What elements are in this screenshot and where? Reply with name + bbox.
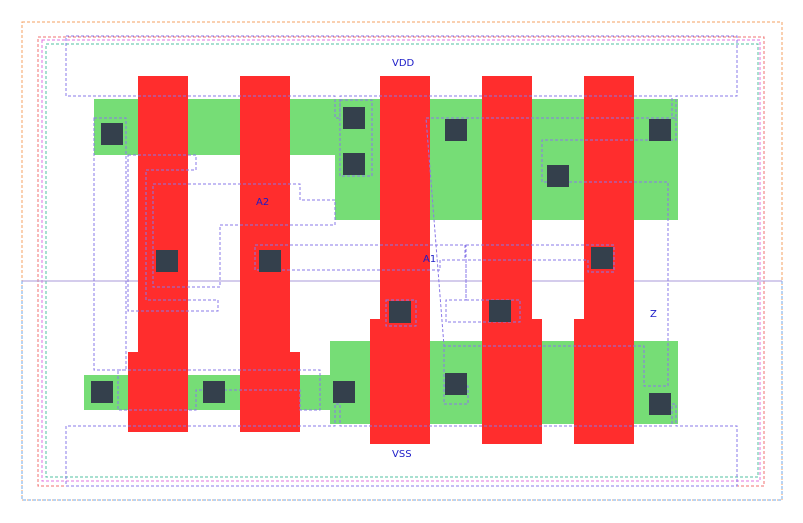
poly-gate-3-foot: [370, 319, 430, 444]
contact: [649, 393, 671, 415]
metal-center-strap: [339, 99, 373, 177]
contact: [547, 165, 569, 187]
contact: [156, 250, 178, 272]
label-a1: A1: [423, 254, 436, 265]
metal-routing: [65, 35, 738, 487]
diffusion-top-left: [94, 99, 340, 155]
poly-gate-5-foot: [574, 319, 634, 444]
net-labels: VDD VSS A2 A1 Z: [256, 58, 657, 460]
poly-gate-2: [240, 76, 290, 356]
poly-gates: [128, 76, 634, 444]
contact: [343, 153, 365, 175]
metal-mid-net: [445, 244, 615, 323]
contact: [203, 381, 225, 403]
contact: [445, 373, 467, 395]
boundary-outline-teal: [45, 43, 759, 478]
poly-gate-2-foot: [240, 352, 300, 432]
contact: [489, 300, 511, 322]
metal-a2-pin: [254, 244, 466, 271]
label-z: Z: [650, 309, 657, 320]
poly-gate-1: [138, 76, 188, 356]
metal-left-strap: [93, 117, 127, 371]
contact: [91, 381, 113, 403]
contact: [649, 119, 671, 141]
boundary-outline-orange: [21, 21, 783, 501]
label-vdd: VDD: [392, 58, 415, 69]
metal-a1-net: [127, 154, 219, 312]
contact: [101, 123, 123, 145]
poly-gate-1-foot: [128, 352, 188, 432]
boundary-outline-magenta: [41, 39, 761, 482]
metal-lower-strap: [117, 369, 321, 411]
contact: [591, 247, 613, 269]
metal-a2-net: [152, 183, 336, 288]
label-vss: VSS: [392, 449, 412, 460]
metal-z-net: [425, 117, 677, 405]
metal-a1-pin: [385, 299, 417, 327]
contact: [333, 381, 355, 403]
poly-gate-4-foot: [482, 319, 542, 444]
contact: [259, 250, 281, 272]
contact: [389, 301, 411, 323]
contact: [445, 119, 467, 141]
label-a2: A2: [256, 197, 269, 208]
metal-vdd-rail: [65, 35, 738, 119]
metal-vss-rail: [65, 403, 738, 487]
contacts: [91, 107, 671, 415]
contact: [343, 107, 365, 129]
poly-gate-5: [584, 76, 634, 360]
